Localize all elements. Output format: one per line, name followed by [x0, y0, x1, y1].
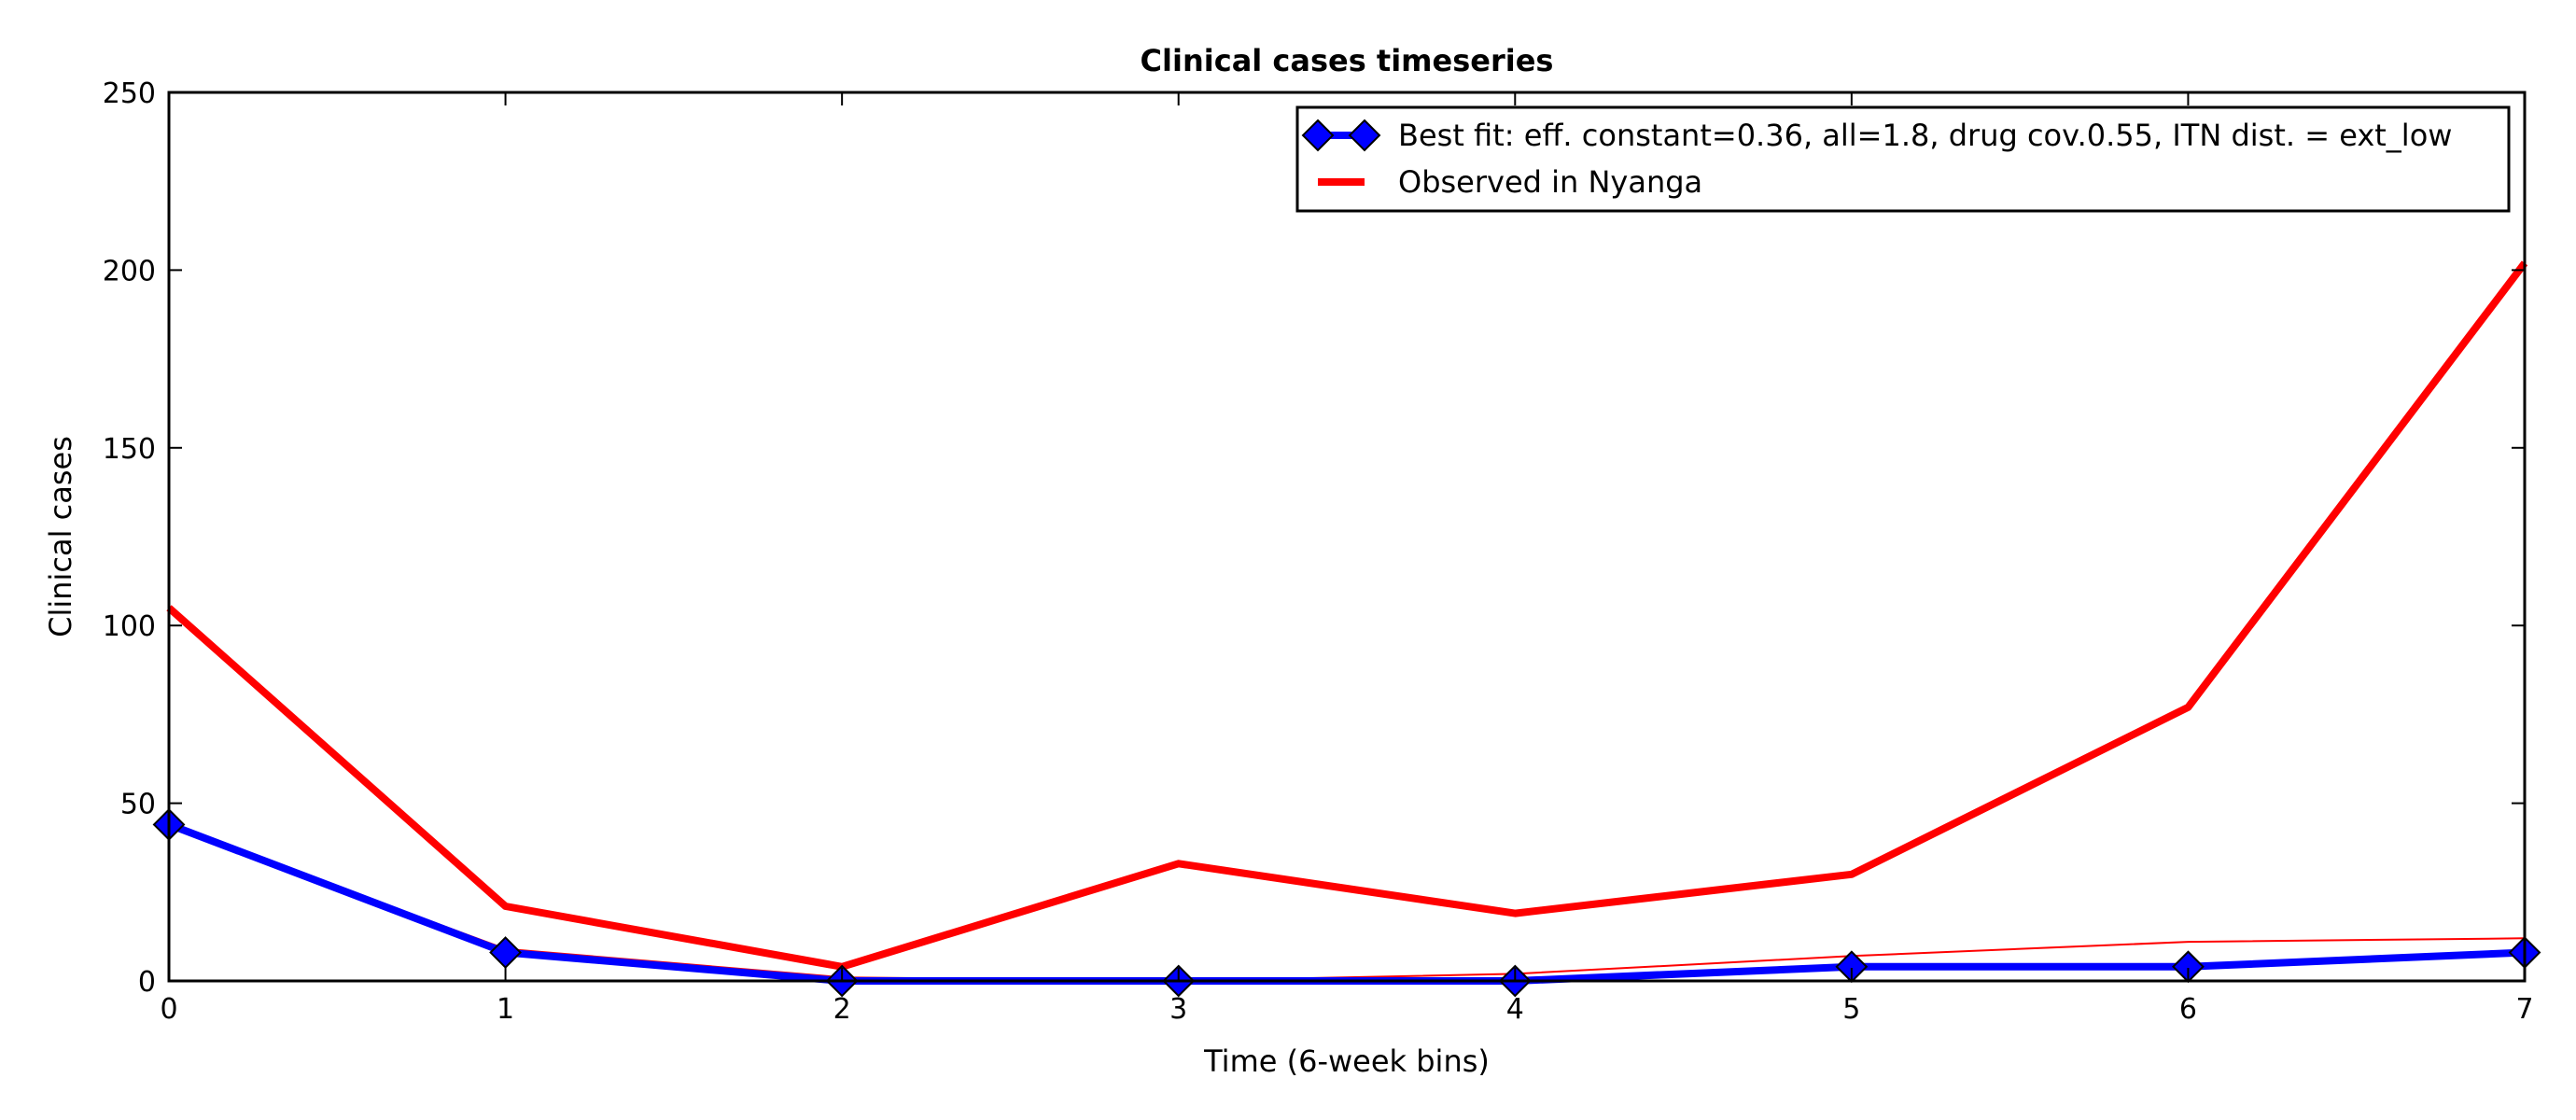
legend: Best fit: eff. constant=0.36, all=1.8, d…: [1295, 105, 2511, 213]
legend-swatch-marker: [1348, 119, 1381, 152]
x-tick-label: 1: [497, 993, 514, 1026]
legend-label: Best fit: eff. constant=0.36, all=1.8, d…: [1398, 118, 2452, 153]
x-tick-label: 2: [833, 993, 851, 1026]
best-fit-point: [489, 936, 522, 969]
x-tick-label: 0: [160, 993, 177, 1026]
x-tick-label: 5: [1842, 993, 1860, 1026]
y-tick-label: 100: [103, 610, 156, 643]
x-axis-title: Time (6-week bins): [1203, 1043, 1490, 1079]
legend-swatch-marker: [1301, 119, 1335, 152]
y-tick-label: 150: [103, 433, 156, 466]
x-tick-label: 7: [2515, 993, 2533, 1026]
x-tick-label: 6: [2179, 993, 2197, 1026]
x-tick-label: 3: [1169, 993, 1187, 1026]
best-fit-line: [167, 820, 2526, 985]
y-tick-label: 0: [138, 966, 156, 999]
y-tick-label: 200: [103, 255, 156, 287]
x-tick-label: 4: [1506, 993, 1524, 1026]
legend-box: [1295, 105, 2511, 213]
plot-frame: [167, 91, 2527, 983]
y-tick-label: 50: [120, 789, 156, 821]
observed-line: [166, 260, 2528, 971]
axes: 0 1 2 3 4 5 6 7 0 50 100 150 200 250: [103, 77, 2534, 1026]
legend-label: Observed in Nyanga: [1398, 164, 1702, 200]
plot-area: [152, 260, 2541, 998]
y-axis-title: Clinical cases: [43, 436, 78, 637]
chart-title: Clinical cases timeseries: [1141, 43, 1554, 78]
y-tick-label: 250: [103, 77, 156, 110]
